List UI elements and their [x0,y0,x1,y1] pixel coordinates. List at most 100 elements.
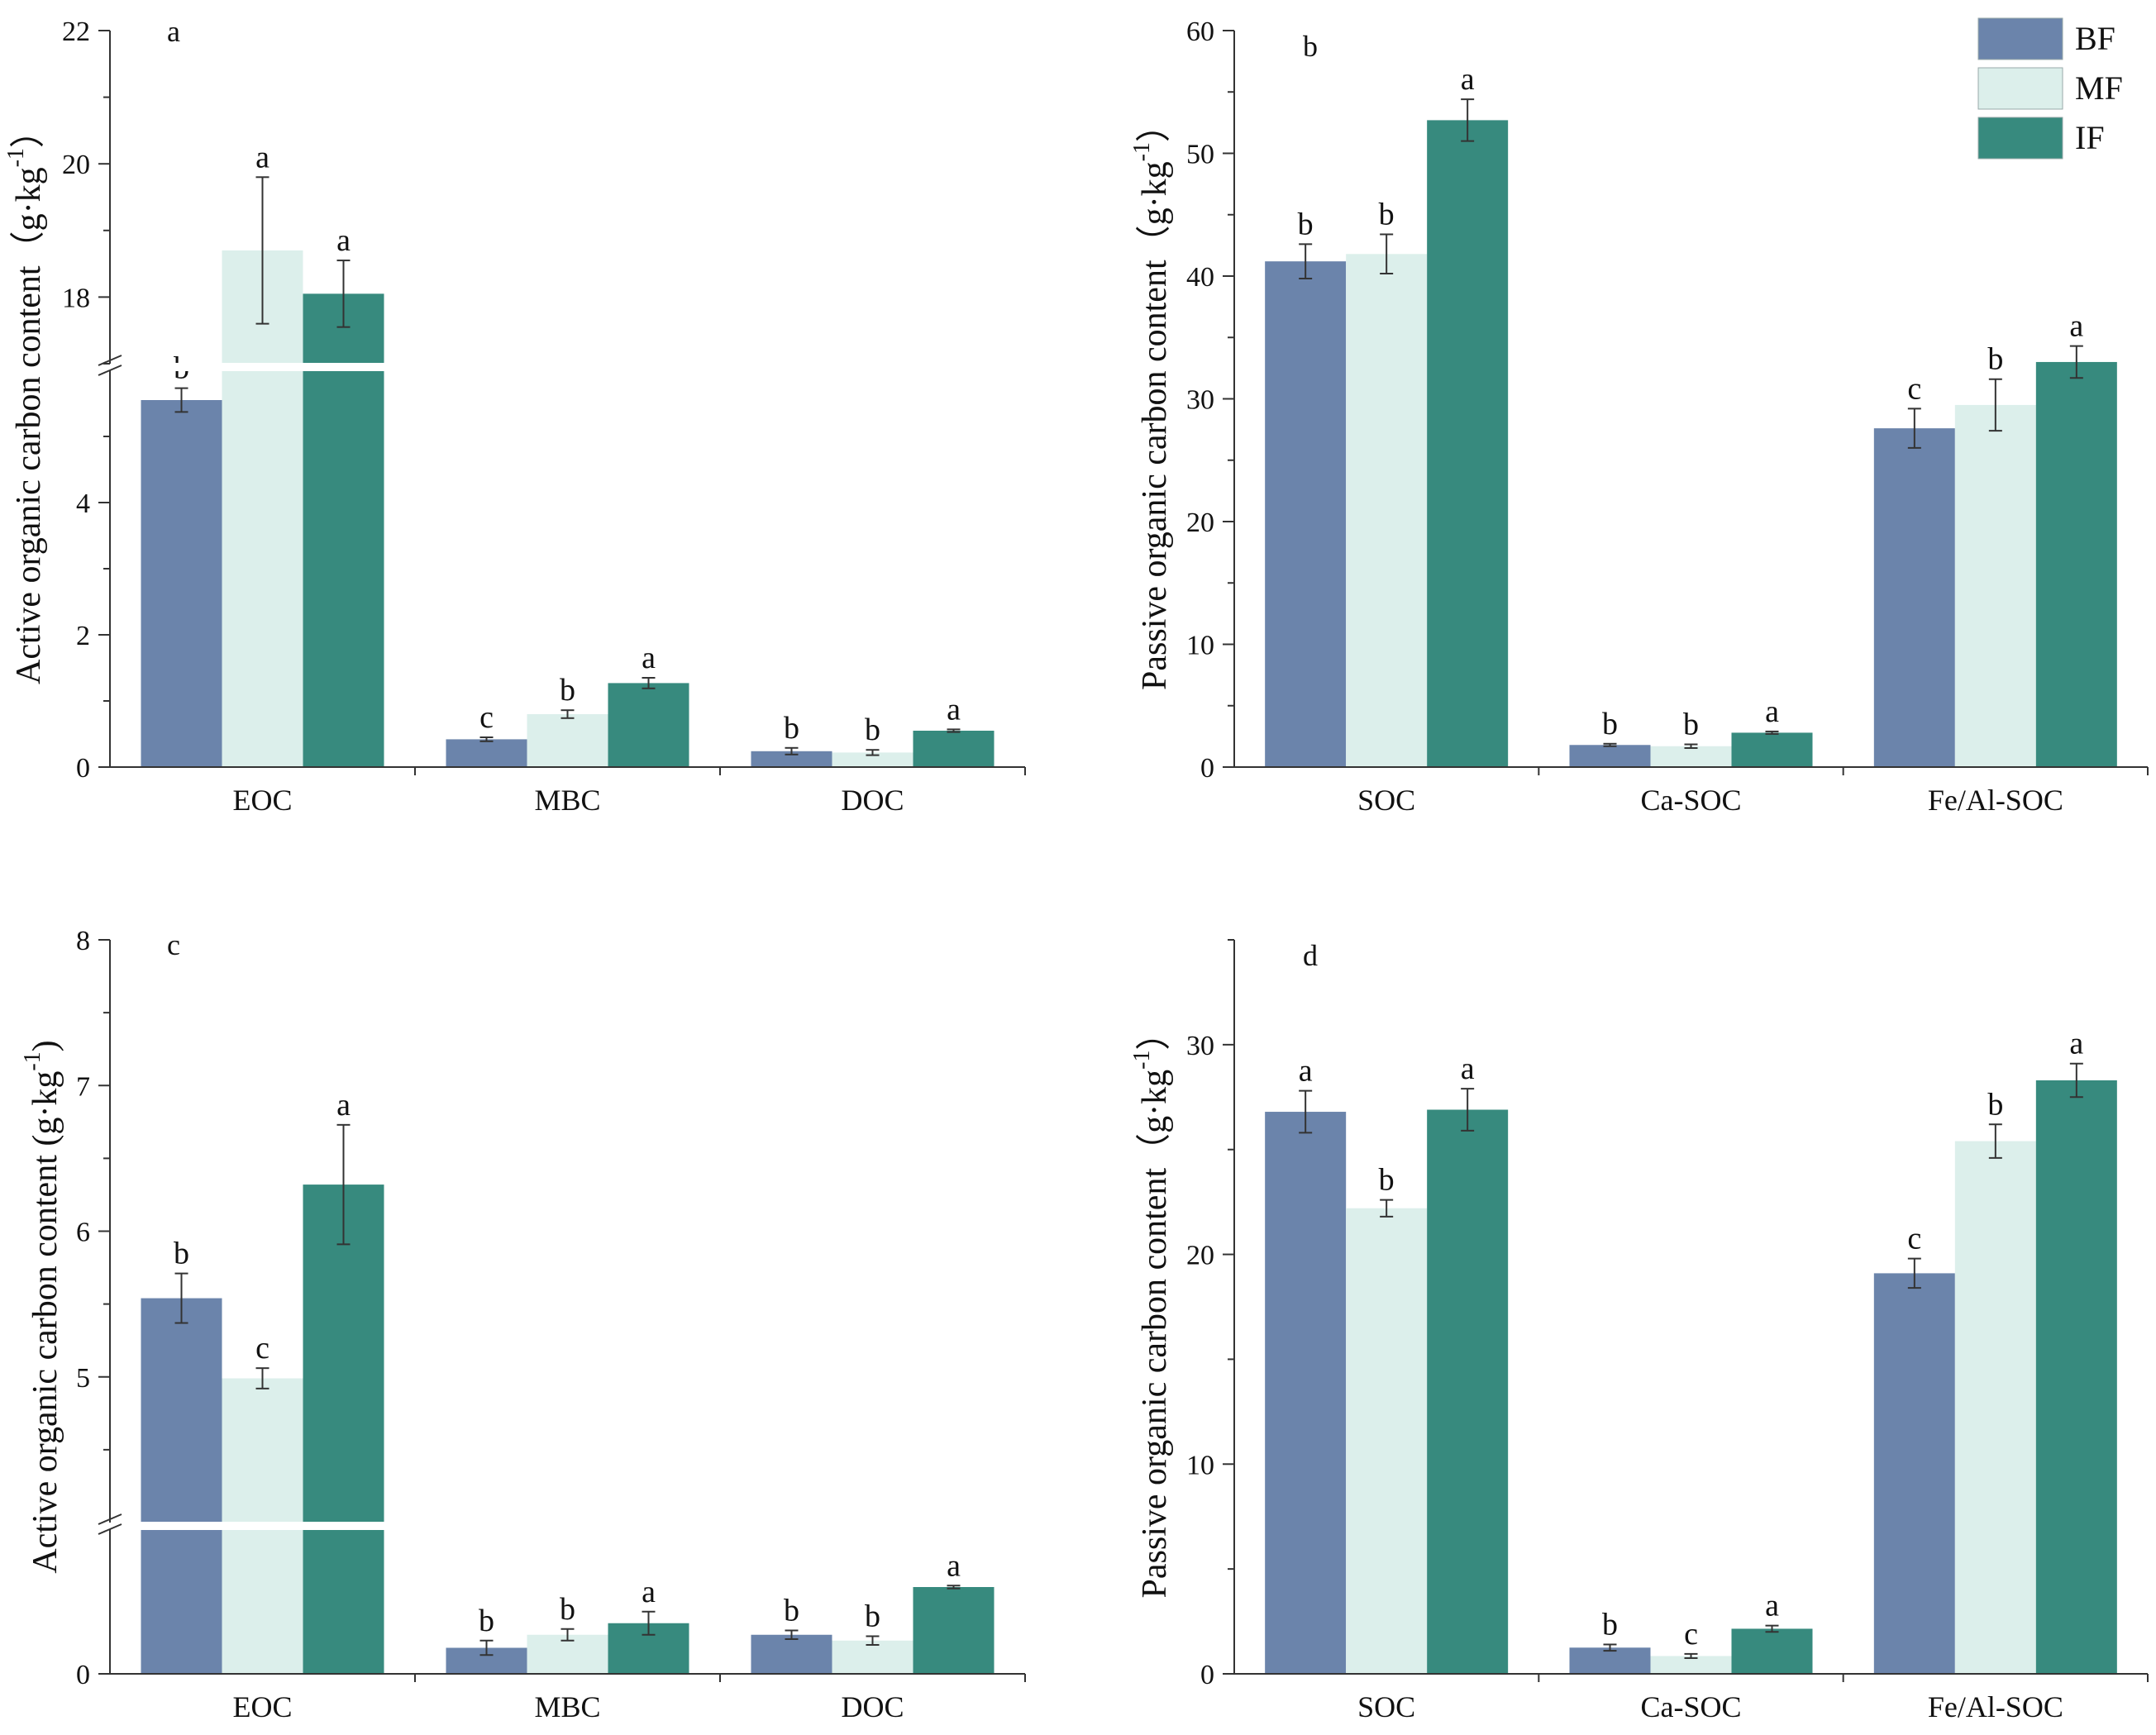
y-tick-label: 0 [1200,1660,1214,1690]
y-tick-label: 6 [76,1218,90,1248]
legend-label-bf: BF [2075,20,2115,57]
category-label: DOC [841,784,904,817]
significance-letter: c [1907,371,1921,406]
y-tick-label: 18 [62,283,90,313]
significance-letter: a [947,1548,961,1583]
panel-b: b b c b b b a a a 0 10 20 30 40 50 60 SOC Ca-SOC Fe/Al-SOC… [1129,17,2149,817]
bar-d-mf-fe-al-soc [1954,1141,2036,1674]
error-bar [947,1585,961,1590]
bar-d-bf-soc [1265,1112,1347,1674]
error-bar [255,176,270,325]
significance-letter: a [1461,62,1475,97]
significance-letter: b [865,713,880,747]
y-tick-label: 0 [76,753,90,784]
y-tick-label: 8 [76,926,90,956]
error-bar [2069,1062,2083,1099]
y-tick-label: 20 [62,150,90,180]
bar-b-mf-fe-al-soc [1954,404,2036,767]
error-bar [1988,1123,2002,1159]
y-tick-label: 20 [1186,1241,1214,1271]
panel-d: a b c b c b a a a 0 10 20 30 SOC Ca-SOC Fe/Al-SOC d Passi… [1129,939,2149,1723]
error-bar [1907,408,1921,449]
bar-b-bf-soc [1265,261,1347,767]
axes [1233,940,2148,1675]
significance-letter: a [642,641,656,675]
significance-letter: c [255,1331,270,1366]
category-label: Ca-SOC [1640,1690,1741,1723]
significance-letter: b [1987,342,2003,377]
y-tick-label: 0 [76,1660,90,1690]
error-bar [642,1610,656,1636]
error-bar [1988,378,2002,432]
bar-d-mf-ca-soc [1650,1656,1732,1674]
significance-letter: a [336,1088,351,1123]
significance-letter: b [1602,707,1618,741]
bar-b-bf-ca-soc [1569,745,1651,767]
error-bar [174,1272,188,1324]
significance-letter: b [784,1594,799,1628]
error-bar [560,709,575,719]
significance-letter: b [174,1237,189,1271]
error-bar [336,1123,351,1246]
significance-letter: b [1683,708,1699,742]
significance-letter: b [1379,198,1395,232]
bar-a-mf-doc [832,752,913,767]
bar-b-bf-fe-al-soc [1873,428,1955,767]
y-tick-label: 2 [76,621,90,651]
significance-letter: a [255,140,270,174]
category-label: Fe/Al-SOC [1928,784,2063,817]
significance-letter: b [1987,1087,2003,1122]
bar-b-if-soc [1427,120,1509,767]
y-tick-label: 10 [1186,631,1214,661]
category-label: EOC [233,1690,293,1723]
significance-letter: c [1907,1222,1921,1256]
category-label: MBC [534,1690,600,1723]
significance-letter: b [560,1592,575,1627]
legend-label-mf: MF [2075,69,2123,107]
error-bar [1603,1643,1617,1652]
bar-a-mf-eoc [222,250,303,768]
y-tick-label: 0 [1200,753,1214,784]
bar-d-bf-fe-al-soc [1873,1273,1955,1674]
legend-label-if: IF [2075,119,2105,156]
significance-letter: a [642,1575,656,1609]
category-label: Ca-SOC [1640,784,1741,817]
panel-letter: b [1303,30,1318,63]
error-bar [479,736,494,742]
y-tick-label: 30 [1186,1031,1214,1061]
y-tick-label: 10 [1186,1450,1214,1480]
legend-swatch-mf [1977,67,2063,110]
legend: BF MF IF [1977,17,2123,160]
error-bar [866,749,880,756]
significance-letter: b [784,711,799,746]
y-axis-label: Passive organic carbon content（g·kg-1） [1129,107,1173,690]
y-tick-label: 60 [1186,17,1214,47]
error-bar [479,1639,494,1656]
significance-letter: a [1765,1589,1779,1623]
bar-d-bf-ca-soc [1569,1647,1651,1674]
axis-break-gap [112,363,1027,371]
panel-letter: d [1303,939,1318,972]
significance-letter: a [1299,1054,1313,1089]
bar-a-mf-mbc [527,714,608,767]
error-bar [1299,243,1313,279]
significance-letter: b [560,673,575,708]
y-axis-label: Active organic carbon content（g·kg-1） [3,113,47,684]
y-tick-label: 40 [1186,262,1214,293]
error-bar [785,1629,799,1640]
bar-b-mf-soc [1346,254,1428,767]
axis-break-mark [98,365,122,376]
bar-a-bf-eoc [141,400,222,767]
error-bar [1603,742,1617,747]
significance-letter: c [479,700,494,735]
bar-c-if-eoc [303,1184,384,1674]
panel-letter: a [167,15,180,48]
legend-swatch-bf [1977,17,2063,60]
significance-letter: b [865,1599,880,1634]
bar-a-bf-mbc [446,739,527,767]
axis-break-mark [98,355,122,366]
bar-a-if-mbc [608,683,689,767]
error-bar [1380,1199,1394,1218]
category-label: SOC [1357,784,1415,817]
